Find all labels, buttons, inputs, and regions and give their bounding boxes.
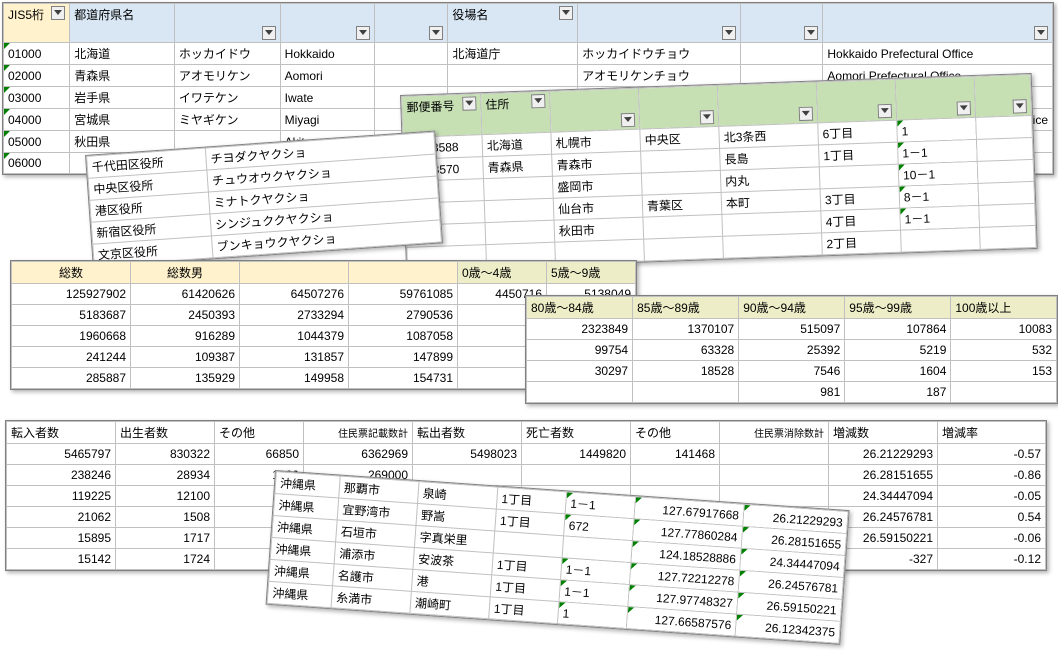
table-row: 23824628934182026900026.28151655-0.86 [7, 465, 1046, 486]
filter-icon[interactable] [700, 110, 714, 124]
cell-code: 02000 [4, 65, 70, 87]
header-row: 転入者数 出生者数 その他 住民票記載数計 転出者数 死亡者数 その他 住民票消… [7, 422, 1046, 444]
filter-icon[interactable] [722, 26, 736, 40]
filter-icon[interactable] [429, 26, 443, 40]
cell: 北海道 [70, 43, 175, 65]
cell: Miyagi [280, 109, 375, 131]
cell: ホッカイドウチョウ [578, 43, 741, 65]
filter-icon[interactable] [356, 26, 370, 40]
cell-code: 06000 [4, 153, 70, 174]
cell: Iwate [280, 87, 375, 109]
filter-icon[interactable] [957, 101, 971, 115]
filter-icon[interactable] [1013, 99, 1027, 113]
cell: Hokkaido Prefectural Office [823, 43, 1053, 65]
filter-icon[interactable] [559, 6, 573, 20]
sheet-address: 郵便番号 住所 060-8588北海道札幌市中央区北3条西6丁目1 030-85… [400, 73, 1038, 271]
col-addr-label: 住所 [485, 97, 509, 112]
table-row: 302971852875461604153 [527, 361, 1057, 382]
cell-code: 01000 [4, 43, 70, 65]
table-row: 981187 [527, 382, 1057, 403]
filter-icon[interactable] [621, 113, 635, 127]
filter-icon[interactable] [878, 104, 892, 118]
cell-code: 05000 [4, 131, 70, 153]
filter-icon[interactable] [1034, 26, 1048, 40]
sheet-wards: 千代田区役所チヨダクヤクショ 中央区役所チュウオウクヤクショ 港区役所ミナトクヤ… [85, 131, 443, 268]
header-row: JIS5桁 都道府県名 役場名 [4, 4, 1053, 43]
col-jis-label: JIS5桁 [8, 8, 44, 22]
header-row: 80歳～84歳 85歳～89歳 90歳～94歳 95歳～99歳 100歳以上 [527, 297, 1057, 319]
sheet-elderly: 80歳～84歳 85歳～89歳 90歳～94歳 95歳～99歳 100歳以上 2… [525, 295, 1058, 404]
cell-code: 04000 [4, 109, 70, 131]
cell: 青森県 [70, 65, 175, 87]
cell: ミヤギケン [174, 109, 280, 131]
table-elderly: 80歳～84歳 85歳～89歳 90歳～94歳 95歳～99歳 100歳以上 2… [526, 296, 1057, 403]
table-address: 郵便番号 住所 060-8588北海道札幌市中央区北3条西6丁目1 030-85… [401, 74, 1037, 270]
header-row: 総数 総数男 0歳～4歳 5歳～9歳 [12, 262, 636, 284]
table-wards: 千代田区役所チヨダクヤクショ 中央区役所チュウオウクヤクショ 港区役所ミナトクヤ… [86, 132, 442, 267]
cell-code: 03000 [4, 87, 70, 109]
cell: 岩手県 [70, 87, 175, 109]
col-office-label: 役場名 [452, 8, 488, 22]
table-row: 9975463328253925219532 [527, 340, 1057, 361]
filter-icon[interactable] [262, 26, 276, 40]
cell: ホッカイドウ [174, 43, 280, 65]
cell: Aomori [280, 65, 375, 87]
filter-icon[interactable] [51, 6, 65, 20]
filter-icon[interactable] [804, 26, 818, 40]
table-row: 5465797830322668506362969549802314498201… [7, 444, 1046, 465]
cell: イワテケン [174, 87, 280, 109]
filter-icon[interactable] [799, 107, 813, 121]
col-pref-label: 都道府県名 [74, 8, 134, 22]
cell: アオモリケン [174, 65, 280, 87]
cell: 宮城県 [70, 109, 175, 131]
filter-icon[interactable] [462, 96, 476, 110]
filter-icon[interactable] [531, 94, 545, 108]
col-postal-label: 郵便番号 [406, 99, 454, 115]
cell: Hokkaido [280, 43, 375, 65]
table-row: 2323849137010751509710786410083 [527, 319, 1057, 340]
cell: 北海道庁 [448, 43, 578, 65]
table-row: 01000北海道ホッカイドウHokkaido 北海道庁ホッカイドウチョウ Hokka… [4, 43, 1053, 65]
